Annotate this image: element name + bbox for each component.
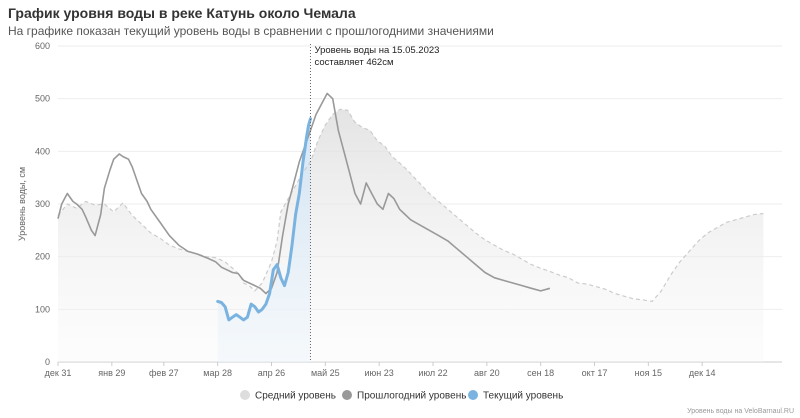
x-tick-label: янв 29 — [98, 368, 125, 378]
y-tick-label: 600 — [35, 41, 50, 51]
legend-label: Средний уровень — [255, 391, 336, 402]
annotation-text-line1: Уровень воды на 15.05.2023 — [314, 45, 439, 56]
legend-label: Текущий уровень — [483, 391, 563, 402]
annotation-text-line2: составляет 462см — [314, 57, 393, 68]
x-tick-label: июл 22 — [418, 368, 447, 378]
legend-marker — [468, 390, 478, 400]
x-tick-label: дек 31 — [45, 368, 72, 378]
legend-label: Прошлогодний уровень — [357, 391, 466, 402]
x-axis: дек 31 янв 29 фев 27 мар 28 апр 26 май 25 июн … — [45, 362, 716, 378]
chart-title: График уровня воды в реке Катунь около Ч… — [8, 5, 356, 21]
y-tick-label: 400 — [35, 146, 50, 156]
credit-text: Уровень воды на VeloBarnaul.RU — [687, 408, 794, 415]
y-tick-label: 0 — [45, 357, 50, 367]
y-tick-label: 200 — [35, 252, 50, 262]
x-tick-label: авг 20 — [474, 368, 500, 378]
legend: Средний уровень Прошлогодний уровень Текущ… — [240, 390, 563, 402]
series-area-average — [58, 109, 764, 362]
y-tick-label: 500 — [35, 94, 50, 104]
x-tick-label: дек 14 — [689, 368, 716, 378]
legend-marker — [342, 390, 352, 400]
x-tick-label: июн 23 — [365, 368, 394, 378]
y-tick-label: 300 — [35, 199, 50, 209]
x-tick-label: окт 17 — [582, 368, 608, 378]
legend-item[interactable]: Средний уровень — [240, 390, 336, 402]
x-tick-label: май 25 — [311, 368, 340, 378]
y-axis-label: Уровень воды, см — [17, 167, 27, 241]
y-axis: 0 100 200 300 400 500 600 — [35, 41, 50, 367]
x-tick-label: мар 28 — [203, 368, 232, 378]
x-tick-label: сен 18 — [527, 368, 554, 378]
x-tick-label: апр 26 — [258, 368, 285, 378]
x-tick-label: ноя 15 — [635, 368, 662, 378]
legend-item[interactable]: Прошлогодний уровень — [342, 390, 466, 402]
chart-subtitle: На графике показан текущий уровень воды … — [8, 24, 494, 38]
legend-marker — [240, 390, 250, 400]
x-tick-label: фев 27 — [149, 368, 179, 378]
series-line-current — [216, 117, 312, 322]
y-tick-label: 100 — [35, 304, 50, 314]
series — [57, 92, 764, 362]
series-area-current — [217, 118, 311, 362]
series-line-previous-year — [57, 92, 551, 295]
legend-item[interactable]: Текущий уровень — [468, 390, 563, 402]
